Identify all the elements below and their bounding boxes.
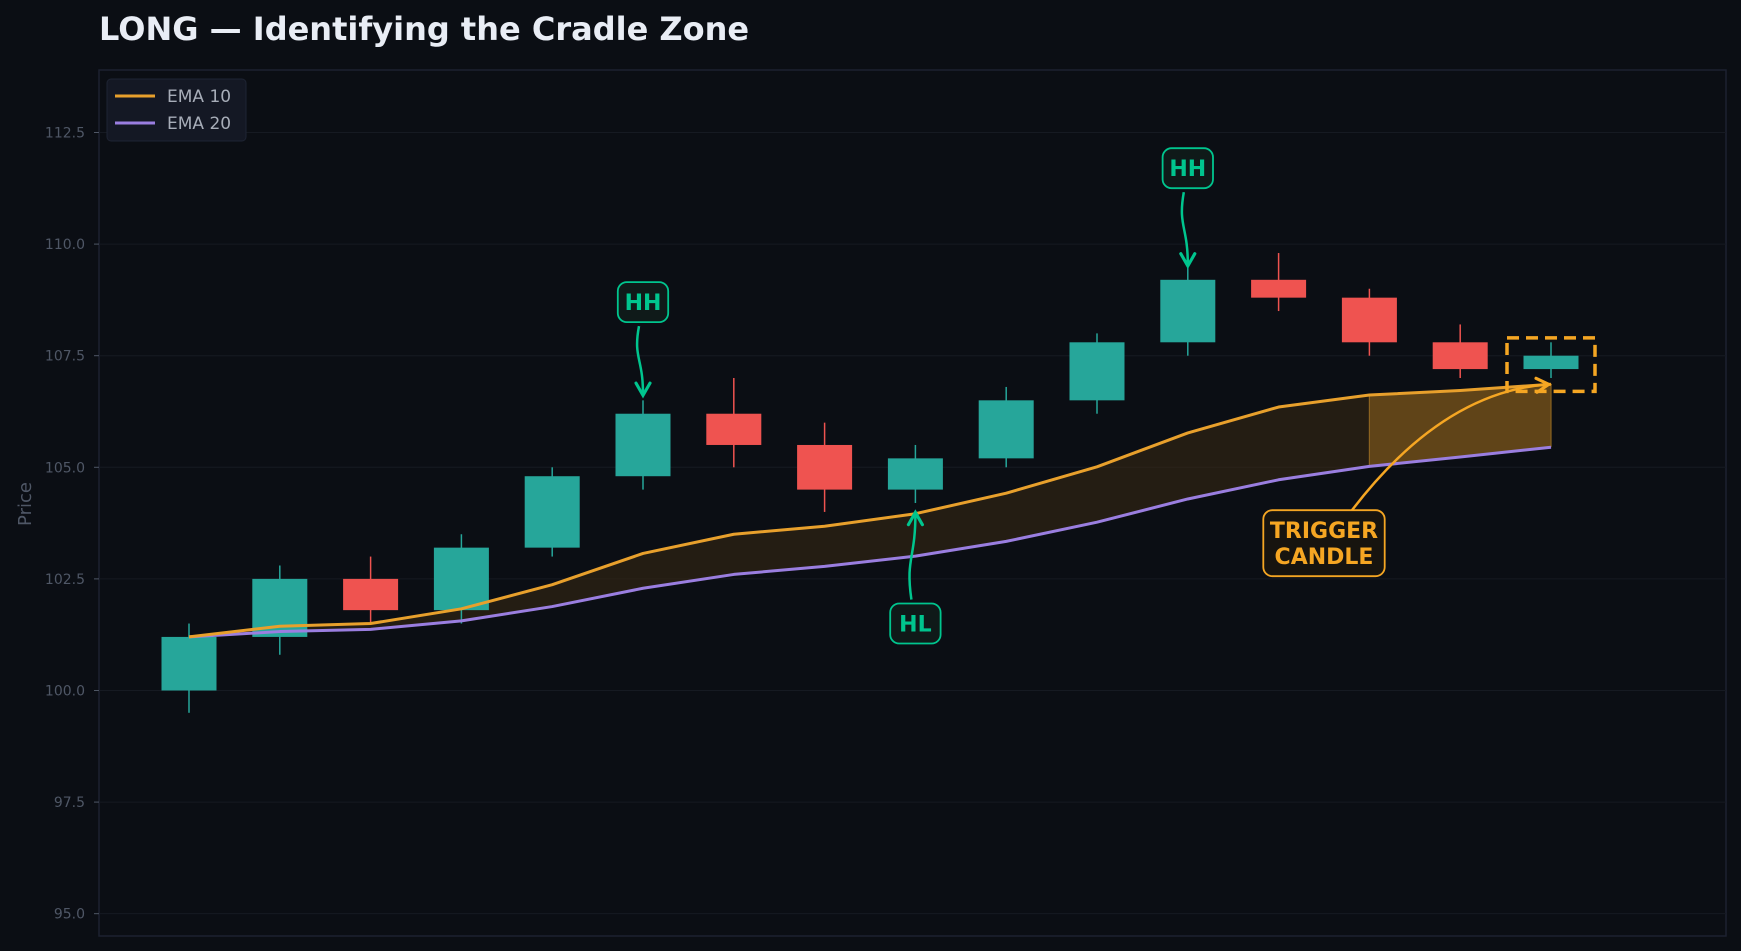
y-tick-label: 110.0 xyxy=(45,237,85,253)
annotation-arrow xyxy=(1179,191,1197,270)
legend-label-ema10: EMA 10 xyxy=(167,87,231,107)
candles xyxy=(161,253,1579,713)
bear-candle xyxy=(1432,324,1488,379)
annotation-box xyxy=(1161,147,1214,190)
y-tick-label: 100.0 xyxy=(45,683,85,699)
bull-candle xyxy=(1523,342,1579,379)
bear-candle xyxy=(797,422,853,512)
candle-body xyxy=(1160,279,1216,343)
y-axis: 95.0 97.5 100.0 102.5 105.0 107.5 110.0 112.5 xyxy=(45,125,99,923)
cradle-fill xyxy=(189,384,1551,637)
candle-body xyxy=(615,413,671,477)
candle-body xyxy=(433,547,489,611)
candle-body xyxy=(1523,355,1579,370)
y-tick-label: 112.5 xyxy=(45,125,85,141)
candle-body xyxy=(161,636,217,691)
bull-candle xyxy=(433,534,489,624)
annotation-hh: HH xyxy=(1161,147,1214,270)
annotation-label: HL xyxy=(899,612,931,637)
legend: EMA 10 EMA 20 xyxy=(106,78,247,142)
annotation-box xyxy=(889,602,942,645)
y-tick-label: 95.0 xyxy=(54,907,85,923)
plot-area: 95.0 97.5 100.0 102.5 105.0 107.5 110.0 112.5 H… xyxy=(45,69,1727,937)
annotation-arrow xyxy=(634,325,652,399)
chart-title: LONG — Identifying the Cradle Zone xyxy=(99,10,749,48)
bull-candle xyxy=(1069,333,1125,414)
plot-frame xyxy=(98,69,1727,937)
y-tick-label: 97.5 xyxy=(54,795,85,811)
candle-body xyxy=(887,458,943,490)
annotation-label: HH xyxy=(1169,157,1206,182)
candle-body xyxy=(1069,342,1125,401)
bull-candle xyxy=(615,400,671,490)
bull-candle xyxy=(524,467,580,557)
ema20-line xyxy=(188,445,1552,639)
annotation-hl: HL xyxy=(889,509,942,645)
annotation-box xyxy=(1262,509,1386,578)
y-tick-label: 102.5 xyxy=(45,572,85,588)
ema10-line xyxy=(188,382,1552,639)
bear-candle xyxy=(343,556,399,624)
candle-body xyxy=(1251,279,1307,298)
bear-candle xyxy=(1341,288,1397,356)
bear-candle xyxy=(706,378,762,468)
bull-candle xyxy=(978,386,1034,468)
bear-candle xyxy=(1251,253,1307,312)
candle-body xyxy=(343,578,399,611)
bull-candle xyxy=(161,623,217,713)
annotation-label: HH xyxy=(625,291,662,316)
legend-label-ema20: EMA 20 xyxy=(167,114,231,134)
annotation-label: CANDLE xyxy=(1275,545,1374,570)
cradle-highlight-fill xyxy=(1369,384,1551,467)
candle-body xyxy=(1341,297,1397,343)
y-tick-label: 105.0 xyxy=(45,460,85,476)
y-tick-label: 107.5 xyxy=(45,349,85,365)
annotation-hh: HH xyxy=(616,281,670,399)
candle-body xyxy=(978,400,1034,459)
annotation-label: TRIGGER xyxy=(1270,519,1378,544)
annotation-arrow xyxy=(1351,376,1552,511)
y-axis-label: Price xyxy=(15,482,36,526)
trigger-box xyxy=(1505,336,1597,394)
annotation-arrow xyxy=(906,509,924,600)
ema-lines xyxy=(188,382,1552,639)
annotation-box xyxy=(616,281,670,324)
candle-body xyxy=(706,413,762,445)
bull-candle xyxy=(887,444,943,503)
cradle-zone xyxy=(189,384,1552,637)
bull-candle xyxy=(1160,266,1216,356)
candle-body xyxy=(524,476,580,548)
candle-body xyxy=(797,444,853,490)
candle-body xyxy=(1432,342,1488,370)
trigger-box-layer xyxy=(1505,336,1597,394)
